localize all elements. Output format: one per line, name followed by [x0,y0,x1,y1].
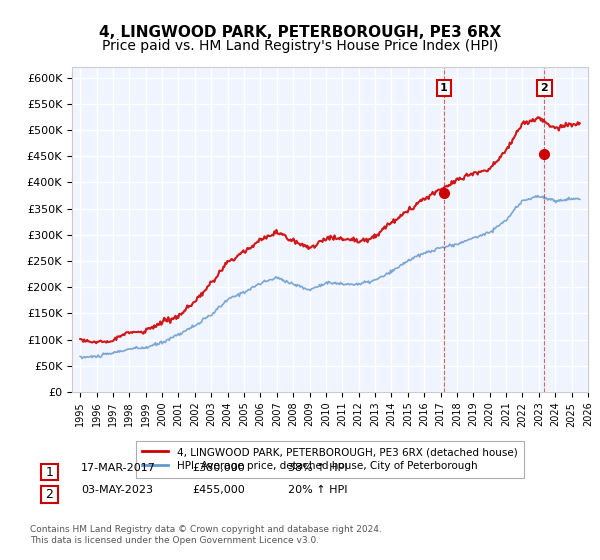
Text: 1: 1 [45,465,53,479]
Text: 4, LINGWOOD PARK, PETERBOROUGH, PE3 6RX: 4, LINGWOOD PARK, PETERBOROUGH, PE3 6RX [99,25,501,40]
Text: Contains HM Land Registry data © Crown copyright and database right 2024.
This d: Contains HM Land Registry data © Crown c… [30,525,382,545]
Text: 38% ↑ HPI: 38% ↑ HPI [288,463,347,473]
Text: £380,000: £380,000 [192,463,245,473]
Text: 1: 1 [440,83,448,93]
Text: 17-MAR-2017: 17-MAR-2017 [81,463,156,473]
Text: 20% ↑ HPI: 20% ↑ HPI [288,485,347,495]
Text: 2: 2 [541,83,548,93]
Text: Price paid vs. HM Land Registry's House Price Index (HPI): Price paid vs. HM Land Registry's House … [102,39,498,53]
Text: 03-MAY-2023: 03-MAY-2023 [81,485,153,495]
Text: £455,000: £455,000 [192,485,245,495]
Text: 2: 2 [45,488,53,501]
Legend: 4, LINGWOOD PARK, PETERBOROUGH, PE3 6RX (detached house), HPI: Average price, de: 4, LINGWOOD PARK, PETERBOROUGH, PE3 6RX … [136,441,524,478]
